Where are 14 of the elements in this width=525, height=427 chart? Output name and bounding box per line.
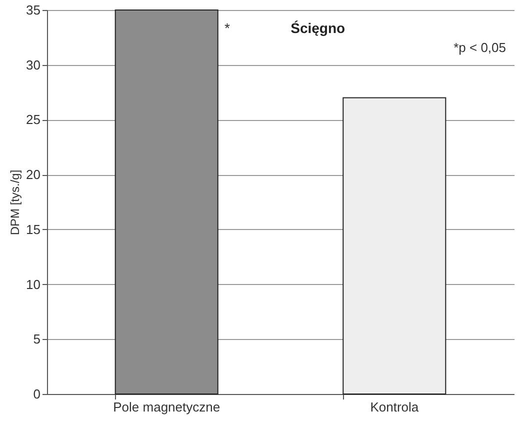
y-tick-label: 25: [26, 112, 40, 128]
annotation: *p < 0,05: [454, 40, 506, 55]
y-tick-label: 5: [33, 332, 40, 347]
y-tick-label: 10: [26, 276, 40, 292]
y-tick-label: 30: [26, 57, 40, 72]
x-tick-label: Kontrola: [370, 400, 420, 414]
x-tick-label: Pole magnetyczne: [113, 400, 220, 414]
y-tick-label: 35: [26, 2, 40, 18]
y-axis-title: DPM [tys./g]: [8, 170, 22, 236]
y-tick-label: 15: [26, 222, 40, 237]
y-tick-label: 0: [33, 386, 40, 402]
text: Ścięgno: [290, 20, 346, 36]
y-tick-label: 20: [26, 167, 40, 182]
annotation: *: [224, 20, 230, 36]
